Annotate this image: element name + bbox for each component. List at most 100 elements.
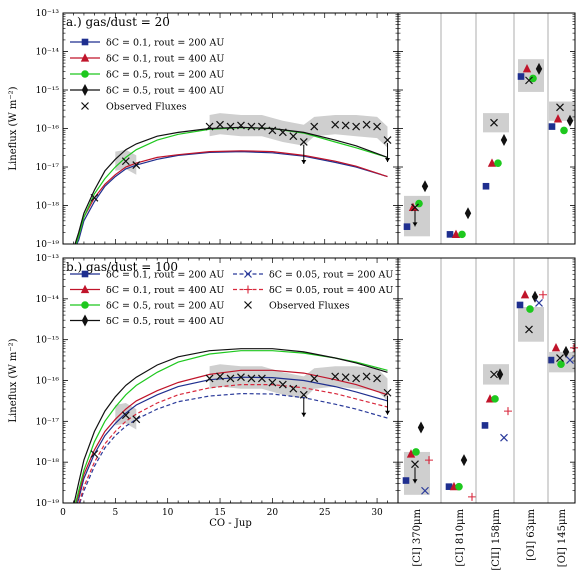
legend-marker-2	[81, 301, 89, 309]
atomic-model-4-4	[566, 356, 574, 365]
atomic-upper-limit-0-head	[412, 222, 418, 227]
atomic-model-5-4	[570, 343, 578, 352]
legend-label-5: δC = 0.05, rout = 400 AU	[269, 285, 393, 296]
panel-title: a.) gas/dust = 20	[66, 15, 170, 29]
observed-point-13	[310, 122, 319, 131]
atomic-model-1-3	[520, 289, 530, 299]
atomic-model-5-1	[468, 492, 476, 501]
legend-label-4: Observed Fluxes	[106, 102, 187, 113]
model-line-3	[73, 348, 388, 503]
atomic-category-label-1: [CI] 810μm	[455, 508, 466, 566]
panel-title: b.) gas/dust = 100	[66, 260, 178, 274]
legend-marker-1	[80, 53, 90, 62]
legend-label-3: δC = 0.5, rout = 400 AU	[106, 316, 224, 327]
legend-marker-4	[81, 102, 89, 110]
y-tick-label: 10⁻¹⁹	[36, 240, 60, 250]
atomic-category-label-4: [OI] 145μm	[557, 508, 568, 567]
observed-point-4	[216, 120, 224, 129]
observed-point-8	[257, 374, 266, 383]
atomic-model-2-0	[412, 448, 420, 456]
observed-point-17	[362, 120, 371, 129]
observed-point-10	[278, 380, 287, 389]
observed-point-6	[237, 373, 245, 382]
legend-marker-4	[244, 270, 252, 278]
atomic-model-0-3	[516, 301, 524, 309]
observed-point-3	[205, 122, 214, 131]
legend-label-1: δC = 0.1, rout = 400 AU	[106, 54, 224, 65]
observed-point-12	[299, 138, 308, 146]
atomic-observed-4	[556, 103, 564, 112]
atomic-model-3-0	[421, 180, 429, 193]
atomic-band-4	[549, 101, 575, 121]
legend-marker-5	[244, 285, 252, 294]
atomic-model-2-3	[526, 305, 534, 313]
observed-point-18	[373, 122, 381, 131]
observed-point-16	[352, 122, 361, 131]
atomic-band-3	[518, 307, 544, 342]
observed-point-7	[247, 122, 256, 131]
observed-point-11	[289, 384, 298, 393]
atomic-observed-0	[411, 203, 419, 212]
x-tick-label: 5	[112, 508, 118, 518]
y-tick-label: 10⁻¹⁸	[36, 202, 60, 212]
observed-point-17	[362, 372, 371, 381]
observed-band-low-j	[115, 149, 137, 175]
atomic-model-0-2	[482, 182, 490, 190]
y-tick-label: 10⁻¹⁵	[36, 336, 60, 346]
upper-limit-arrow-1-head	[385, 158, 391, 163]
observed-point-5	[226, 374, 235, 383]
y-tick-label: 10⁻¹⁴	[36, 48, 60, 58]
atomic-model-2-3	[529, 74, 537, 83]
atomic-model-0-2	[481, 422, 489, 429]
observed-point-9	[268, 378, 277, 387]
observed-band-high-j	[209, 113, 388, 148]
atomic-observed-3	[525, 325, 533, 334]
observed-point-16	[352, 374, 361, 383]
model-line-2	[75, 127, 388, 244]
legend-marker-3	[81, 84, 89, 96]
atomic-category-label-2: [CII] 158μm	[491, 508, 502, 570]
observed-point-0	[90, 193, 99, 202]
x-axis-label: CO - Jup	[209, 518, 251, 529]
observed-point-10	[278, 128, 287, 137]
observed-point-12	[299, 390, 308, 399]
x-tick-label: 20	[267, 508, 279, 518]
atomic-observed-2	[490, 370, 498, 379]
observed-point-19	[383, 136, 392, 144]
observed-point-6	[237, 121, 245, 130]
x-tick-label: 10	[162, 508, 174, 518]
atomic-model-2-1	[458, 230, 466, 239]
atomic-model-5-0	[425, 456, 433, 465]
model-line-4	[79, 392, 388, 503]
x-tick-label: 30	[371, 508, 383, 518]
atomic-band-2	[483, 364, 509, 385]
y-tick-label: 10⁻¹⁸	[36, 458, 60, 468]
atomic-model-3-0	[417, 421, 425, 434]
atomic-model-1-0	[406, 449, 416, 458]
observed-point-2	[132, 415, 141, 424]
observed-point-13	[310, 374, 319, 383]
atomic-model-1-3	[522, 64, 532, 73]
x-tick-label: 25	[319, 508, 331, 518]
legend-marker-0	[81, 270, 89, 278]
upper-limit-arrow-0-head	[301, 159, 307, 164]
atomic-model-1-4	[551, 343, 561, 352]
y-tick-label: 10⁻¹⁶	[36, 377, 60, 387]
legend-label-2: δC = 0.5, rout = 200 AU	[106, 70, 224, 81]
atomic-model-4-0	[421, 486, 429, 495]
atomic-model-5-2	[504, 407, 512, 416]
atomic-model-0-4	[547, 356, 555, 364]
observed-point-18	[373, 374, 381, 383]
atomic-model-2-4	[557, 360, 565, 368]
atomic-model-0-1	[445, 483, 453, 490]
observed-point-14	[331, 120, 340, 129]
atomic-model-2-2	[491, 395, 499, 403]
y-tick-label: 10⁻¹⁵	[36, 86, 60, 96]
observed-point-1	[121, 157, 130, 166]
atomic-model-0-0	[402, 477, 410, 484]
model-line-0	[76, 150, 388, 244]
atomic-model-4-2	[500, 433, 508, 442]
atomic-model-1-0	[408, 202, 418, 212]
observed-band-high-j	[209, 364, 388, 401]
